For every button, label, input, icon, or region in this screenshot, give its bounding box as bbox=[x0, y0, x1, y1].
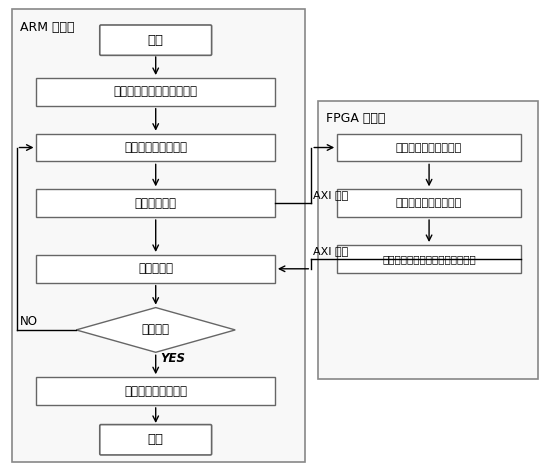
Bar bbox=[36, 255, 275, 283]
Text: 释放内核与内存资源: 释放内核与内存资源 bbox=[124, 385, 187, 397]
Text: YES: YES bbox=[161, 352, 186, 365]
Text: 开始: 开始 bbox=[148, 34, 164, 47]
Text: 内核一：距离矩阵计算: 内核一：距离矩阵计算 bbox=[396, 143, 462, 153]
Bar bbox=[12, 9, 305, 461]
Bar bbox=[337, 245, 521, 273]
Text: AXI 总线: AXI 总线 bbox=[313, 246, 349, 256]
Text: 迭代判断: 迭代判断 bbox=[142, 323, 170, 336]
Text: 调用内核程序: 调用内核程序 bbox=[135, 197, 176, 210]
Text: ARM 主机端: ARM 主机端 bbox=[20, 21, 74, 34]
Bar bbox=[337, 189, 521, 217]
Text: AXI 总线: AXI 总线 bbox=[313, 190, 349, 200]
Bar bbox=[36, 78, 275, 106]
Text: FPGA 设备端: FPGA 设备端 bbox=[326, 112, 385, 125]
Text: 创建内核及内存分配: 创建内核及内存分配 bbox=[124, 141, 187, 154]
Text: 重构内核三，距离累加及点数统计: 重构内核三，距离累加及点数统计 bbox=[382, 254, 476, 264]
Text: NO: NO bbox=[20, 315, 37, 329]
Bar bbox=[318, 101, 539, 379]
Polygon shape bbox=[76, 307, 235, 352]
FancyBboxPatch shape bbox=[100, 25, 212, 55]
Text: 重构内核二，进行归类: 重构内核二，进行归类 bbox=[396, 198, 462, 208]
Bar bbox=[337, 133, 521, 161]
Text: 新质心计算: 新质心计算 bbox=[138, 262, 173, 275]
Text: 环境参数设置及平台初始化: 环境参数设置及平台初始化 bbox=[113, 85, 198, 98]
Bar bbox=[36, 377, 275, 405]
Bar bbox=[36, 189, 275, 217]
Text: 结束: 结束 bbox=[148, 433, 164, 446]
FancyBboxPatch shape bbox=[100, 424, 212, 455]
Bar bbox=[36, 133, 275, 161]
